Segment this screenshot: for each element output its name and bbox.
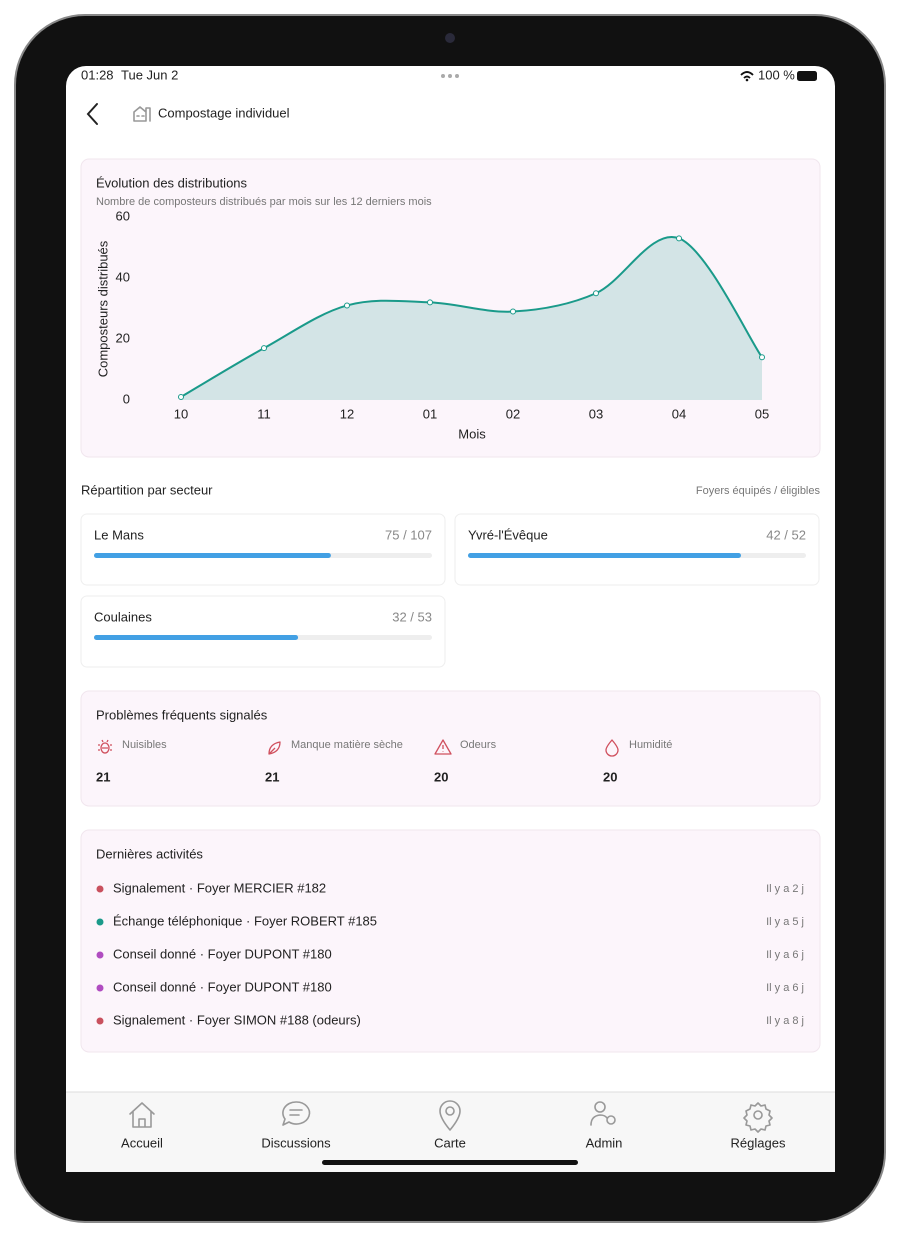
- x-tick-label: 11: [257, 406, 271, 421]
- progress-bar: [94, 553, 331, 558]
- section-legend: Foyers équipés / éligibles: [696, 485, 821, 497]
- tab-label[interactable]: Carte: [434, 1135, 466, 1150]
- wifi-dot: [745, 78, 749, 82]
- activity-dot: [96, 1017, 104, 1025]
- tab-label[interactable]: Discussions: [261, 1135, 331, 1150]
- activity-time: Il y a 5 j: [766, 916, 804, 928]
- progress-bar: [94, 635, 299, 640]
- camera: [445, 33, 455, 43]
- activity-dot: [96, 951, 104, 959]
- building-icon: [133, 106, 151, 122]
- status-date: Tue Jun 2: [121, 67, 178, 82]
- y-axis-label: Composteurs distribués: [95, 240, 110, 377]
- problem-label: Manque matière sèche: [291, 739, 403, 751]
- activity-time: Il y a 8 j: [766, 1015, 804, 1027]
- x-tick-label: 04: [672, 406, 686, 421]
- sector-count: 42 / 52: [766, 527, 806, 542]
- progress-bar: [468, 553, 741, 558]
- y-tick-label: 60: [116, 208, 130, 223]
- point: [427, 299, 433, 306]
- problem-count: 20: [603, 769, 617, 784]
- activity-time: Il y a 2 j: [766, 883, 804, 895]
- activity-text: Signalement · Foyer SIMON #188 (odeurs): [113, 1012, 361, 1027]
- back-button[interactable]: [86, 103, 98, 125]
- problems-card: [80, 690, 821, 807]
- wifi-icon: [740, 71, 754, 79]
- x-axis-label: Mois: [458, 426, 486, 441]
- multitask-dots: [441, 74, 459, 78]
- point: [178, 393, 184, 400]
- activity-time: Il y a 6 j: [766, 949, 804, 961]
- chart-title: Évolution des distributions: [96, 175, 248, 190]
- problems-title: Problèmes fréquents signalés: [96, 707, 268, 722]
- section-title: Répartition par secteur: [81, 482, 213, 497]
- problem-count: 20: [434, 769, 448, 784]
- problem-list: Nuisibles 21 Manque matière sèche 21 Odeurs 2…: [96, 739, 672, 785]
- y-tick-label: 40: [116, 269, 130, 284]
- sector-count: 75 / 107: [385, 527, 432, 542]
- status-time: 01:28: [81, 67, 114, 82]
- point: [593, 290, 599, 297]
- activity-list: Signalement · Foyer MERCIER #182 Il y a 2…: [96, 880, 804, 1027]
- chart-plot: 0 20 40 60 10 11 12 01 02 03 04 05: [116, 208, 770, 421]
- activity-dot: [96, 885, 104, 893]
- home-indicator: [322, 1160, 578, 1165]
- y-tick-label: 20: [116, 330, 130, 345]
- activity-text: Signalement · Foyer MERCIER #182: [113, 880, 326, 895]
- x-tick-label: 02: [506, 406, 520, 421]
- sector-card: [80, 513, 446, 586]
- sector-name: Le Mans: [94, 527, 144, 542]
- tab-label[interactable]: Accueil: [121, 1135, 163, 1150]
- activity-text: Échange téléphonique · Foyer ROBERT #185: [113, 913, 377, 928]
- activity-dot: [96, 918, 104, 926]
- problem-label: Odeurs: [460, 739, 497, 751]
- point: [676, 235, 682, 242]
- sector-name: Coulaines: [94, 609, 152, 624]
- sector-count: 32 / 53: [392, 609, 432, 624]
- battery-icon: [797, 71, 817, 81]
- activities-card: [80, 829, 821, 1053]
- x-tick-label: 10: [174, 406, 188, 421]
- tab-label[interactable]: Réglages: [731, 1135, 786, 1150]
- battery-level: 100 %: [758, 67, 795, 82]
- tab-label[interactable]: Admin: [586, 1135, 623, 1150]
- problem-count: 21: [96, 769, 110, 784]
- tab-labels: Accueil Discussions Carte Admin Réglages: [121, 1135, 786, 1150]
- problem-label: Nuisibles: [122, 739, 167, 751]
- page-title: Compostage individuel: [158, 105, 290, 120]
- activity-text: Conseil donné · Foyer DUPONT #180: [113, 979, 332, 994]
- sector-list: Le Mans 75 / 107 Yvré-l'Évêque 42 / 52 Coula…: [80, 513, 820, 668]
- y-tick-label: 0: [123, 391, 130, 406]
- activity-dot: [96, 984, 104, 992]
- x-tick-label: 12: [340, 406, 354, 421]
- chart-subtitle: Nombre de composteurs distribués par moi…: [96, 196, 432, 208]
- tab-icons: [129, 1100, 773, 1133]
- activity-time: Il y a 6 j: [766, 982, 804, 994]
- activities-title: Dernières activités: [96, 846, 203, 861]
- tab-bar: [66, 1092, 835, 1172]
- sector-card: [80, 595, 446, 668]
- x-tick-label: 01: [423, 406, 437, 421]
- chart-card: [80, 158, 821, 458]
- sector-name: Yvré-l'Évêque: [468, 527, 548, 542]
- point: [261, 345, 267, 352]
- problem-label: Humidité: [629, 739, 672, 751]
- activity-text: Conseil donné · Foyer DUPONT #180: [113, 946, 332, 961]
- problem-count: 21: [265, 769, 279, 784]
- point: [510, 308, 516, 315]
- point: [759, 354, 765, 361]
- x-tick-label: 05: [755, 406, 769, 421]
- problem-icons: [98, 739, 619, 757]
- x-tick-label: 03: [589, 406, 603, 421]
- point: [344, 302, 350, 309]
- sector-card: [454, 513, 820, 586]
- area: [181, 236, 762, 400]
